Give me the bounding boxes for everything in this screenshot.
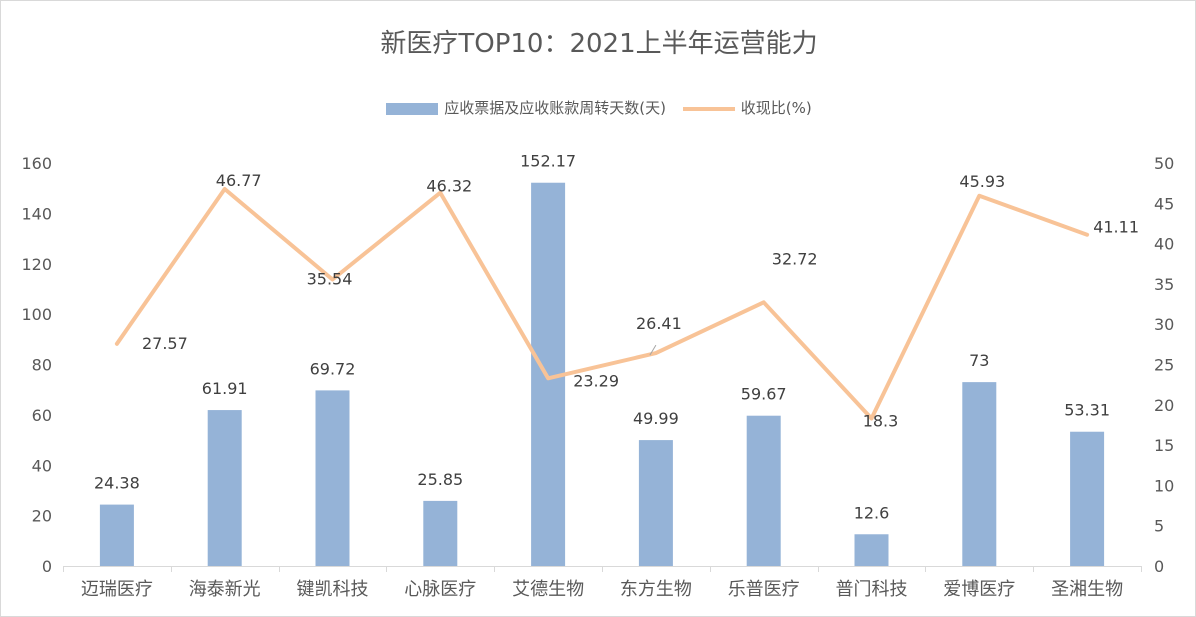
bar-data-label: 152.17 <box>520 152 576 171</box>
x-tick-label: 东方生物 <box>620 579 692 600</box>
bar-data-label: 24.38 <box>94 474 140 493</box>
y-left-tick-label: 40 <box>32 456 52 475</box>
bar-data-label: 61.91 <box>202 379 248 398</box>
line-data-label: 41.11 <box>1093 218 1139 237</box>
line-data-label: 32.72 <box>772 249 818 268</box>
x-tick-label: 普门科技 <box>836 579 908 600</box>
legend-item-bar: 应收票据及应收账款周转天数(天) <box>386 97 666 118</box>
bar-data-label: 73 <box>969 351 989 370</box>
y-left-tick-label: 120 <box>21 255 52 274</box>
bar <box>423 500 458 566</box>
y-right-tick-label: 50 <box>1154 154 1174 173</box>
y-left-tick-label: 60 <box>32 406 52 425</box>
bar <box>638 440 673 566</box>
x-tick-label: 乐普医疗 <box>728 579 800 600</box>
legend-label-line: 收现比(%) <box>740 99 812 117</box>
bar-data-label: 69.72 <box>310 359 356 378</box>
y-right-tick-label: 20 <box>1154 396 1174 415</box>
y-left-tick-label: 160 <box>21 154 52 173</box>
bar-data-label: 53.31 <box>1064 401 1110 420</box>
y-left-tick-label: 100 <box>21 305 52 324</box>
y-right-tick-label: 25 <box>1154 356 1174 375</box>
x-tick-label: 圣湘生物 <box>1051 579 1123 600</box>
y-right-tick-label: 5 <box>1154 517 1164 536</box>
bar-data-label: 12.6 <box>854 503 890 522</box>
bar <box>854 534 889 566</box>
y-left-tick-label: 0 <box>42 557 52 576</box>
x-tick-label: 艾德生物 <box>512 579 584 600</box>
x-tick-label: 心脉医疗 <box>404 579 476 600</box>
bar <box>99 504 134 566</box>
y-left-tick-label: 140 <box>21 204 52 223</box>
bar <box>746 415 781 566</box>
bar-data-label: 49.99 <box>633 409 679 428</box>
bar-data-label: 25.85 <box>417 470 463 489</box>
chart-title: 新医疗TOP10：2021上半年运营能力 <box>380 29 818 59</box>
line-data-label: 27.57 <box>142 334 188 353</box>
y-right-tick-label: 40 <box>1154 235 1174 254</box>
bar-data-label: 59.67 <box>741 385 787 404</box>
line-data-label: 26.41 <box>636 314 682 333</box>
legend-swatch-line <box>682 106 735 111</box>
x-tick-label: 键凯科技 <box>297 579 369 600</box>
line-data-label: 35.54 <box>307 270 353 289</box>
bar <box>315 390 350 566</box>
data-label-leader <box>649 344 657 356</box>
bar <box>1070 431 1105 566</box>
y-right-tick-label: 45 <box>1154 194 1174 213</box>
x-tick-label: 海泰新光 <box>189 579 261 600</box>
legend-label-bar: 应收票据及应收账款周转天数(天) <box>444 99 666 117</box>
line-data-label: 46.32 <box>426 177 472 196</box>
line-data-label: 45.93 <box>959 172 1005 191</box>
y-left-tick-label: 80 <box>32 356 52 375</box>
line-data-label: 18.3 <box>863 412 899 431</box>
chart-legend: 应收票据及应收账款周转天数(天) 收现比(%) <box>1 97 1196 118</box>
bar <box>207 410 242 566</box>
bar <box>962 382 997 566</box>
y-right-tick-label: 0 <box>1154 557 1164 576</box>
line-series <box>114 187 1090 421</box>
line-data-label: 23.29 <box>573 371 619 390</box>
y-right-tick-label: 30 <box>1154 315 1174 334</box>
legend-item-line: 收现比(%) <box>682 97 812 118</box>
legend-swatch-bar <box>386 102 439 115</box>
y-left-tick-label: 20 <box>32 507 52 526</box>
y-right-tick-label: 15 <box>1154 436 1174 455</box>
x-tick-label: 迈瑞医疗 <box>81 579 153 600</box>
y-right-tick-label: 35 <box>1154 275 1174 294</box>
x-tick-label: 爱博医疗 <box>943 579 1015 600</box>
line-data-label: 46.77 <box>216 171 262 190</box>
y-right-tick-label: 10 <box>1154 476 1174 495</box>
